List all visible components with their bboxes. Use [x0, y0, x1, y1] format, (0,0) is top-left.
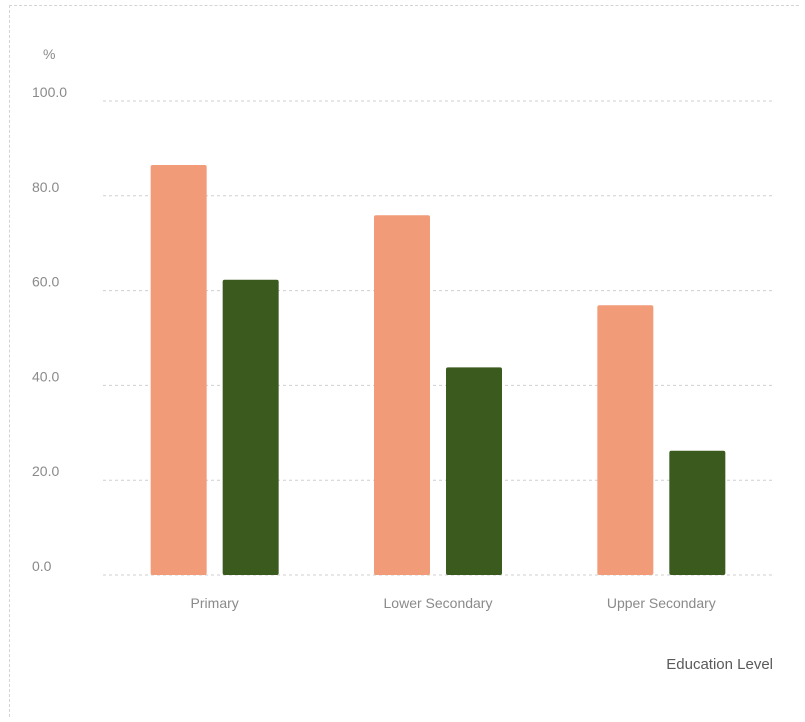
- y-axis-unit: %: [43, 46, 55, 62]
- bar-primary-series-2: [222, 279, 279, 575]
- category-label: Upper Secondary: [607, 595, 716, 611]
- bar-lower-secondary-series-2: [446, 367, 502, 575]
- y-tick-label: 0.0: [32, 558, 52, 574]
- y-tick-labels: 0.0 20.0 40.0 60.0 80.0 100.0: [32, 84, 67, 574]
- gridlines: [103, 100, 773, 576]
- chart-frame: [9, 5, 799, 717]
- bar-lower-secondary-series-1: [374, 215, 430, 575]
- bar-primary-series-1: [150, 164, 207, 576]
- y-tick-label: 80.0: [32, 179, 59, 195]
- y-tick-label: 20.0: [32, 463, 59, 479]
- bar-upper-secondary-series-1: [597, 305, 654, 575]
- category-label: Primary: [191, 595, 239, 611]
- category-labels: Primary Lower Secondary Upper Secondary: [191, 595, 716, 611]
- bar-upper-secondary-series-2: [669, 450, 726, 575]
- y-tick-label: 40.0: [32, 368, 59, 384]
- category-label: Lower Secondary: [384, 595, 493, 611]
- y-tick-label: 100.0: [32, 84, 67, 100]
- x-axis-title: Education Level: [666, 656, 773, 673]
- y-tick-label: 60.0: [32, 274, 59, 290]
- bars: [150, 164, 726, 576]
